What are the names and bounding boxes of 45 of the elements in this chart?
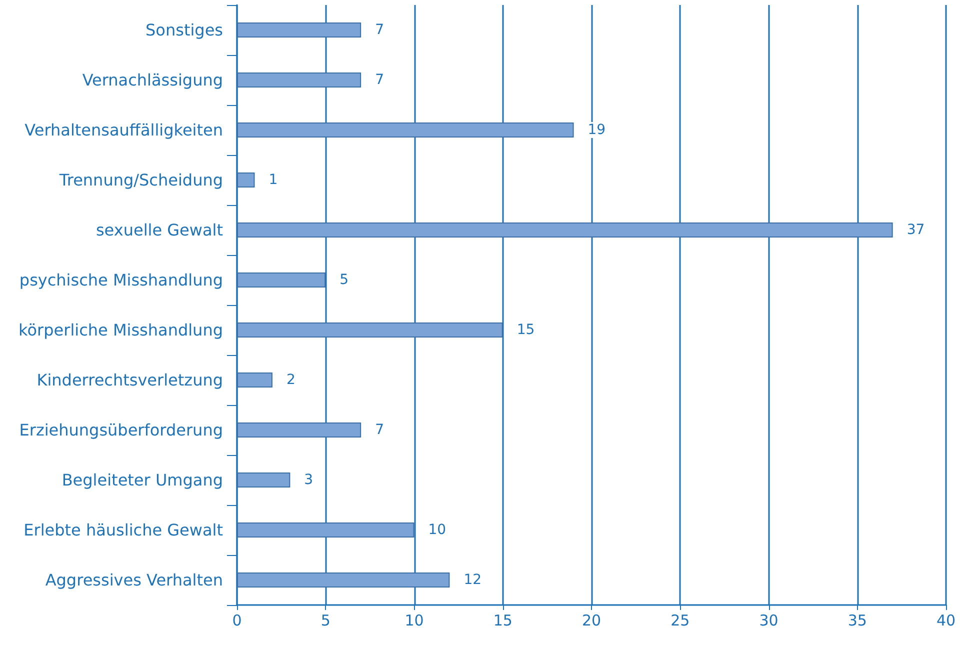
data-label: 15 xyxy=(516,322,535,338)
bar xyxy=(237,72,362,88)
y-tick-label: psychische Misshandlung xyxy=(19,270,223,290)
bar xyxy=(237,172,255,188)
data-label: 7 xyxy=(375,72,384,88)
y-tick-label: sexuelle Gewalt xyxy=(96,220,223,240)
bar xyxy=(237,222,893,238)
x-tick-label: 10 xyxy=(404,612,424,630)
y-tick-label: Kinderrechtsverletzung xyxy=(36,370,223,390)
bar xyxy=(237,322,503,338)
data-label: 7 xyxy=(375,22,384,38)
bar xyxy=(237,22,362,38)
bar xyxy=(237,372,272,388)
x-tick-label: 0 xyxy=(232,612,242,630)
data-label: 37 xyxy=(906,222,925,238)
x-tick-label: 35 xyxy=(848,612,867,630)
y-tick-label: körperliche Misshandlung xyxy=(18,320,223,340)
y-tick-label: Vernachlässigung xyxy=(82,70,223,90)
y-tick-label: Trennung/Scheidung xyxy=(58,170,223,190)
x-tick-label: 5 xyxy=(320,612,330,630)
bar xyxy=(237,572,450,588)
y-tick-label: Erlebte häusliche Gewalt xyxy=(24,520,223,540)
y-tick-label: Verhaltensauffälligkeiten xyxy=(24,120,223,140)
y-tick-label: Sonstiges xyxy=(146,20,223,40)
x-tick-label: 25 xyxy=(670,612,690,630)
bar xyxy=(237,522,414,538)
data-label: 7 xyxy=(375,422,384,438)
y-tick-label: Aggressives Verhalten xyxy=(45,570,223,590)
data-label: 10 xyxy=(428,522,446,538)
data-label: 1 xyxy=(268,172,278,188)
bar xyxy=(237,122,574,138)
data-label: 19 xyxy=(588,122,606,138)
bar xyxy=(237,472,290,488)
x-tick-label: 40 xyxy=(936,612,956,630)
bar xyxy=(237,422,362,438)
x-tick-label: 20 xyxy=(582,612,602,630)
data-label: 12 xyxy=(464,572,482,588)
y-tick-label: Begleiteter Umgang xyxy=(62,470,223,490)
bar xyxy=(237,272,326,288)
data-label: 5 xyxy=(340,272,349,288)
y-tick-label: Erziehungsüberforderung xyxy=(19,420,223,440)
x-tick-label: 30 xyxy=(759,612,778,630)
x-tick-label: 15 xyxy=(493,612,512,630)
data-label: 3 xyxy=(304,472,314,488)
data-label: 2 xyxy=(286,372,296,388)
